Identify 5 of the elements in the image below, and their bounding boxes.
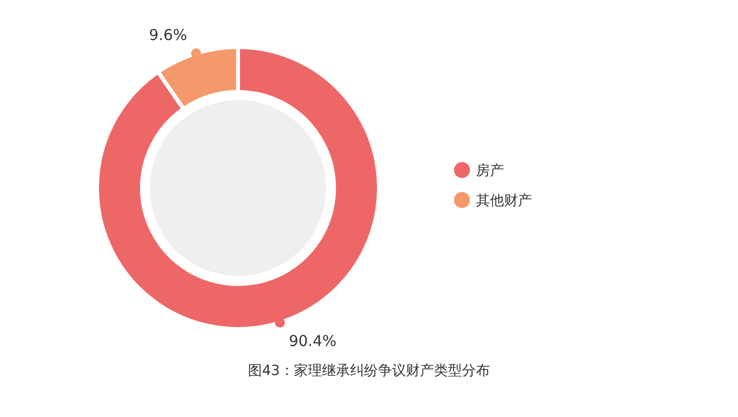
data-label: 9.6% xyxy=(149,26,188,44)
legend-label: 其他财产 xyxy=(476,193,532,209)
legend-label: 房产 xyxy=(476,163,504,179)
text: 图43：家理继承纠纷争议财产类型分布 xyxy=(248,363,490,379)
data-label: 90.4% xyxy=(288,332,337,350)
